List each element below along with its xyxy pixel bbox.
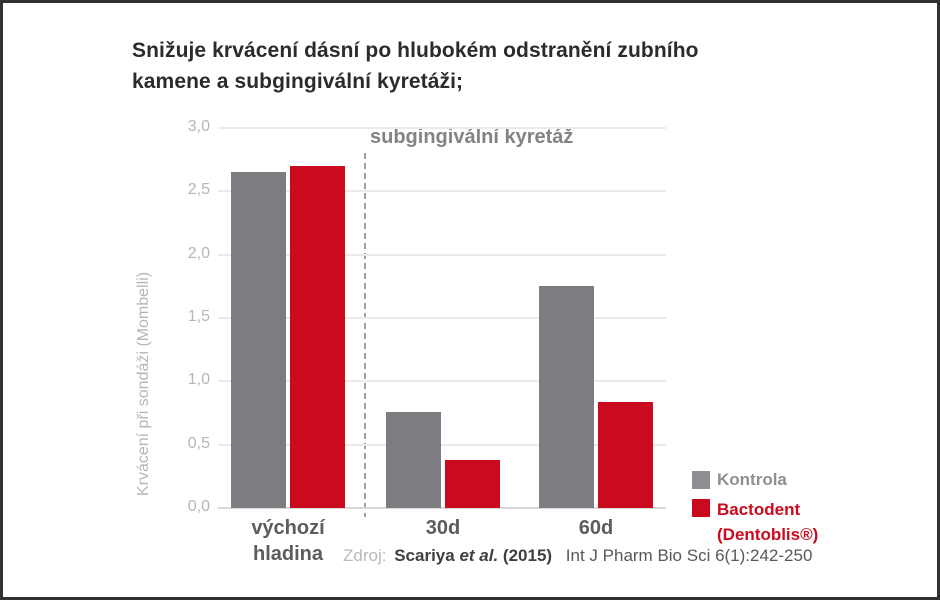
source-etal: et al. [459,546,499,565]
chart-title: Snižuje krvácení dásní po hlubokém odstr… [132,35,699,97]
bar-kontrola-1 [386,411,441,508]
gridline-2,5 [218,190,666,193]
legend-item-bactodent: Bactodent (Dentoblis®) [692,497,818,547]
source-year: (2015) [502,546,553,565]
gridline-2,0 [218,253,666,256]
bactodent-label-line1: Bactodent [717,500,801,519]
source-line: Zdroj: Scariya et al. (2015) Int J Pharm… [343,546,812,566]
bar-kontrola-0 [231,172,286,508]
y-tick-label-0,0: 0,0 [187,498,210,515]
bactodent-swatch [692,499,710,517]
gridline-3,0 [218,127,666,129]
y-tick-label-2,0: 2,0 [187,244,210,262]
x-axis-line [218,507,666,509]
y-tick-label-3,0: 3,0 [187,118,210,135]
bar-kontrola-2 [539,286,594,508]
chart-title-line2: kamene a subgingivální kyretáži; [132,70,464,93]
bar-bactodent-2 [598,401,653,508]
legend: Kontrola Bactodent (Dentoblis®) [692,469,818,553]
y-tick-label-0,5: 0,5 [187,434,210,452]
source-label: Zdroj: [343,546,387,565]
kontrola-swatch [692,471,710,489]
kontrola-label: Kontrola [717,470,787,489]
y-axis-label: Krvácení při sondáži (Mombelli) [135,271,152,497]
y-tick-label-2,5: 2,5 [187,181,210,199]
source-author: Scariya [394,546,455,565]
legend-item-kontrola: Kontrola [692,469,818,491]
dashed-divider-line [364,153,366,517]
gridline-0,5 [218,443,666,446]
x-category-label-2: 60d [578,517,614,539]
x-category-label-0: výchozí hladina [251,517,325,565]
bactodent-label-line2: (Dentoblis®) [717,525,819,544]
y-tick-label-1,0: 1,0 [187,371,210,389]
y-tick-label-1,5: 1,5 [187,308,210,325]
bar-bactodent-1 [445,459,500,508]
bactodent-label: Bactodent (Dentoblis®) [717,497,818,547]
source-journal: Int J Pharm Bio Sci 6(1):242-250 [565,546,813,565]
gridline-1,5 [218,317,666,319]
annotation-subgingival: subgingivální kyretáž [370,126,574,148]
gridline-1,0 [218,380,666,383]
bar-bactodent-0 [290,166,345,508]
chart-title-line1: Snižuje krvácení dásní po hlubokém odstr… [132,39,699,62]
x-category-label-1: 30d [425,517,461,539]
plot-area: subgingivální kyretáž 0,0 0,5 1,0 1,5 2,0 2,5… [188,118,666,565]
